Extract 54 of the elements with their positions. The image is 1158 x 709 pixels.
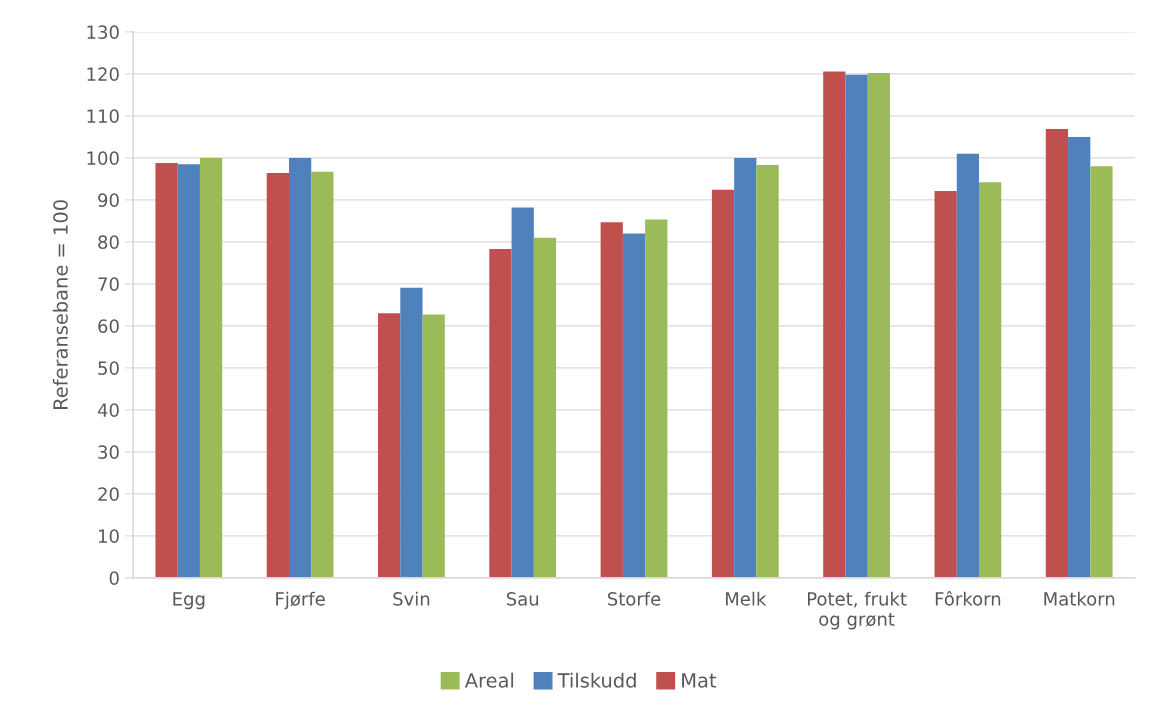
bar [489,249,512,578]
bar [288,157,312,578]
y-tick-label: 120 [87,67,119,82]
bar [934,191,957,578]
bar [422,314,445,578]
y-tick-label: 10 [98,529,119,543]
bar [177,164,200,578]
bar [1045,128,1069,578]
bar [511,207,534,578]
bar [1090,166,1113,578]
bar [266,173,289,578]
bar [378,313,401,578]
bar [956,153,980,578]
y-tick-label: 20 [98,487,119,501]
x-tick-label: Storfe [607,591,661,606]
y-tick-label: 0 [109,571,119,585]
bar [1068,136,1091,578]
legend-label: Tilskudd [557,672,636,688]
bar [867,73,890,578]
bar [600,222,623,578]
x-tick-label: Fôrkorn [935,591,1001,606]
x-tick-label: Egg [173,592,205,610]
bar [533,237,557,578]
y-tick-label: 30 [98,445,119,459]
bar [734,157,757,578]
y-tick-label: 40 [97,403,119,417]
bar [400,287,423,578]
bar [823,71,846,578]
legend-label: Mat [682,673,717,688]
y-tick-label: 50 [98,361,119,375]
y-tick-label: 110 [87,109,119,124]
bar [311,171,334,578]
x-tick-label: Fjørfe [276,591,325,610]
bar [622,233,646,578]
x-tick-label: Potet, frukt og grønt [807,591,907,630]
bar [199,157,223,578]
y-axis-title: Referansebane = 100 [52,200,68,409]
legend-label: Areal [464,672,514,688]
x-tick-label: Melk [725,591,767,606]
bar [845,74,868,578]
bar [756,165,779,578]
bar [979,182,1002,578]
x-tick-label: Svin [393,591,430,606]
x-tick-label: Sau [506,592,539,606]
y-tick-label: 90 [98,193,119,207]
y-tick-label: 70 [98,277,119,291]
bar [155,162,178,578]
x-tick-label: Matkorn [1044,591,1115,606]
y-tick-label: 80 [98,235,119,249]
y-tick-label: 60 [98,319,119,333]
bar [645,219,668,578]
bar [711,189,735,578]
y-tick-label: 100 [87,151,119,166]
y-tick-label: 130 [87,25,119,40]
